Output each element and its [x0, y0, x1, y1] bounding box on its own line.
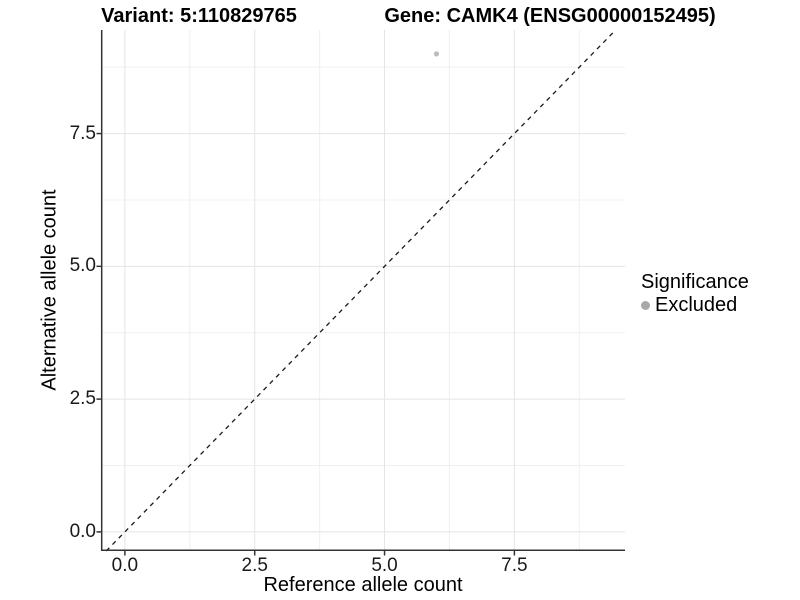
legend-title: Significance [641, 271, 749, 293]
x-tick-label: 0.0 [111, 555, 139, 576]
legend-entry-label: Excluded [655, 294, 738, 316]
y-tick-label: 7.5 [69, 122, 96, 144]
identity-dashed-line [105, 29, 617, 552]
plot-panel [96, 29, 625, 556]
y-tick-label: 0.0 [69, 520, 96, 542]
gene-title: Gene: CAMK4 (ENSG00000152495) [384, 5, 716, 27]
x-axis-title: Reference allele count [263, 574, 463, 596]
y-axis-title: Alternative allele count [38, 189, 61, 391]
legend: Significance Excluded [641, 271, 749, 316]
y-tick-label: 5.0 [69, 255, 96, 277]
variant-title: Variant: 5:110829765 [101, 5, 297, 27]
x-tick-label: 7.5 [501, 555, 528, 576]
y-tick-label: 2.5 [69, 388, 96, 410]
legend-point-icon [641, 300, 650, 310]
legend-entry-excluded: Excluded [641, 294, 749, 316]
data-point [433, 51, 440, 57]
x-tick-label: 2.5 [241, 555, 268, 576]
x-tick-label: 5.0 [371, 555, 398, 576]
